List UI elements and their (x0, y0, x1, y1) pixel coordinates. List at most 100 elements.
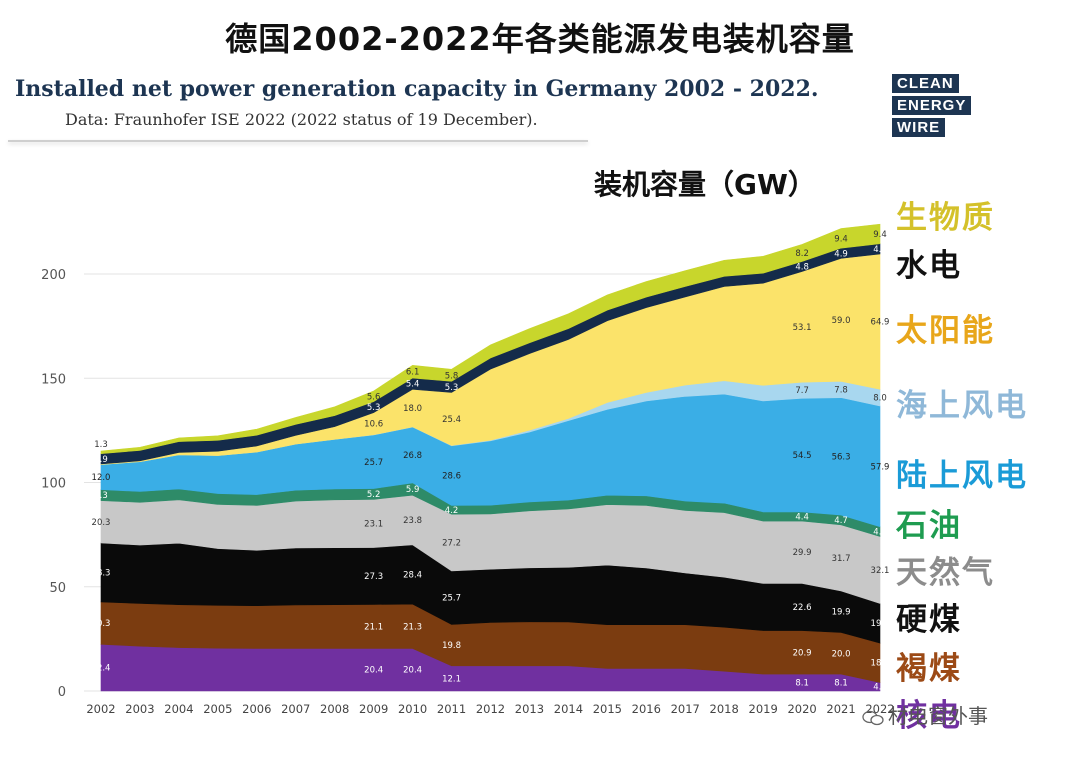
data-label: 57.9 (871, 462, 890, 472)
x-tick-label: 2006 (242, 702, 271, 716)
y-unit-label: 装机容量（GW） (594, 168, 816, 201)
chart-title: Installed net power generation capacity … (15, 76, 819, 102)
data-label: 12.0 (92, 473, 111, 483)
x-tick-label: 2003 (125, 702, 154, 716)
data-label: 10.6 (364, 420, 383, 430)
x-tick-label: 2019 (749, 702, 778, 716)
legend-item: 天然气 (896, 555, 995, 591)
x-tick-label: 2004 (164, 702, 193, 716)
data-label: 4.9 (94, 455, 108, 465)
data-label: 4.8 (795, 262, 809, 272)
area-series-10 (100, 223, 881, 455)
data-label: 28.4 (403, 570, 422, 580)
data-label: 8.0 (873, 394, 887, 404)
data-label: 1.3 (94, 440, 108, 450)
data-label: 20.4 (403, 666, 422, 676)
data-label: 31.7 (832, 554, 851, 564)
data-label: 22.6 (793, 603, 812, 613)
chart-source: Data: Fraunhofer ISE 2022 (2022 status o… (65, 110, 538, 129)
x-tick-label: 2010 (398, 702, 427, 716)
data-label: 4.9 (834, 249, 848, 259)
y-tick-label: 200 (41, 268, 66, 283)
data-label: 28.6 (442, 472, 461, 482)
data-label: 4.4 (795, 512, 809, 522)
data-label: 21.3 (403, 622, 422, 632)
data-label: 56.3 (832, 452, 851, 462)
data-label: 18.0 (403, 404, 422, 414)
data-label: 20.9 (793, 648, 812, 658)
main-title: 德国2002-2022年各类能源发电装机容量 (225, 20, 855, 58)
legend-item: 硬煤 (896, 602, 962, 638)
legend-item: 褐煤 (896, 651, 962, 687)
data-label: 27.2 (442, 539, 461, 549)
data-label: 4.1 (873, 683, 887, 693)
y-tick-label: 150 (41, 372, 66, 387)
data-label: 5.8 (445, 371, 459, 381)
data-label: 5.9 (406, 485, 420, 495)
data-label: 25.7 (442, 594, 461, 604)
x-tick-label: 2022 (865, 702, 894, 716)
data-label: 22.4 (92, 664, 111, 674)
clean-energy-wire-logo: CLEAN ENERGY WIRE (892, 74, 978, 152)
x-tick-label: 2009 (359, 702, 388, 716)
data-label: 6.1 (406, 368, 420, 378)
data-label: 19.9 (832, 608, 851, 618)
legend-item: 太阳能 (896, 313, 995, 349)
data-label: 20.4 (364, 666, 383, 676)
x-tick-label: 2012 (476, 702, 505, 716)
data-label: 28.3 (92, 568, 111, 578)
x-tick-label: 2016 (632, 702, 661, 716)
data-label: 21.1 (364, 622, 383, 632)
data-label: 29.9 (793, 548, 812, 558)
header-divider (8, 140, 588, 142)
data-label: 25.4 (442, 415, 461, 425)
x-tick-label: 2021 (826, 702, 855, 716)
x-tick-label: 2011 (437, 702, 466, 716)
data-label: 59.0 (832, 316, 851, 326)
y-tick-label: 100 (41, 477, 66, 492)
data-label: 64.9 (871, 318, 890, 328)
x-tick-label: 2020 (787, 702, 816, 716)
data-label: 20.0 (832, 649, 851, 659)
data-label: 27.3 (364, 572, 383, 582)
data-label: 12.1 (442, 674, 461, 684)
legend-item: 核电 (896, 698, 962, 734)
data-label: 23.1 (364, 519, 383, 529)
legend-item: 海上风电 (896, 388, 1028, 424)
data-label: 19.8 (442, 641, 461, 651)
data-label: 26.8 (403, 451, 422, 461)
data-label: 23.8 (403, 516, 422, 526)
data-label: 8.1 (834, 679, 848, 689)
legend-item: 石油 (896, 508, 962, 544)
logo-line: ENERGY (892, 96, 972, 115)
data-label: 8.1 (795, 679, 809, 689)
data-label: 4.7 (873, 528, 887, 538)
x-tick-label: 2002 (86, 702, 115, 716)
x-tick-label: 2005 (203, 702, 232, 716)
data-label: 8.2 (795, 249, 809, 259)
legend-item: 水电 (896, 248, 962, 284)
watermark: 材电窗外事 (862, 700, 988, 729)
x-tick-label: 2008 (320, 702, 349, 716)
legend-item: 生物质 (896, 200, 995, 236)
data-label: 9.4 (834, 234, 848, 244)
x-tick-label: 2017 (671, 702, 700, 716)
data-label: 5.3 (367, 403, 381, 413)
y-tick-label: 50 (49, 581, 66, 596)
data-label: 7.7 (795, 386, 809, 396)
data-label: 32.1 (871, 566, 890, 576)
data-label: 4.7 (834, 516, 848, 526)
data-label: 25.7 (364, 458, 383, 468)
data-label: 4.9 (873, 245, 887, 255)
data-label: 5.3 (94, 491, 108, 501)
data-label: 19.0 (871, 619, 890, 629)
x-tick-label: 2018 (710, 702, 739, 716)
data-label: 9.4 (873, 230, 887, 240)
logo-line: CLEAN (892, 74, 959, 93)
x-tick-label: 2014 (554, 702, 583, 716)
x-tick-label: 2015 (593, 702, 622, 716)
data-label: 20.3 (92, 619, 111, 629)
data-label: 53.1 (793, 323, 812, 333)
wechat-icon (862, 710, 884, 725)
